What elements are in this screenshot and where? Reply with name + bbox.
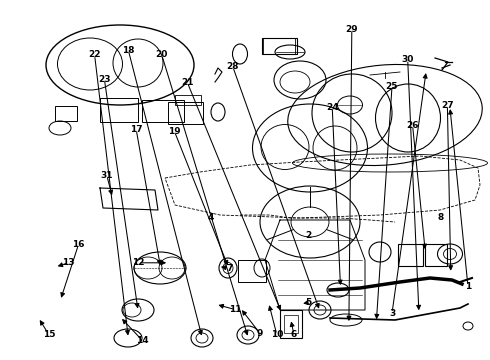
Text: 12: 12: [132, 258, 145, 267]
Text: 31: 31: [100, 171, 113, 180]
Text: 14: 14: [136, 336, 148, 345]
Text: 7: 7: [226, 264, 233, 273]
Bar: [175, 95, 201, 105]
Bar: [142, 100, 184, 122]
Text: 4: 4: [207, 213, 214, 222]
Text: 6: 6: [291, 330, 297, 339]
Text: 30: 30: [401, 55, 414, 64]
Text: 22: 22: [88, 50, 101, 59]
Text: 1: 1: [465, 282, 471, 291]
Bar: [398, 244, 423, 266]
Text: 18: 18: [122, 46, 135, 55]
Text: 24: 24: [326, 103, 339, 112]
Text: 10: 10: [270, 330, 283, 339]
Bar: [280, 310, 302, 338]
Bar: [284, 315, 298, 333]
Text: 13: 13: [62, 258, 75, 267]
Text: 20: 20: [155, 50, 168, 59]
Text: 23: 23: [98, 75, 111, 84]
Bar: [262, 38, 297, 54]
Bar: [168, 102, 203, 124]
Bar: [238, 260, 266, 282]
Text: 15: 15: [43, 330, 55, 339]
Text: 28: 28: [226, 62, 239, 71]
Text: 25: 25: [386, 82, 398, 91]
Text: 2: 2: [306, 231, 312, 240]
Text: 5: 5: [306, 298, 312, 307]
Text: 17: 17: [130, 125, 143, 134]
Text: 3: 3: [389, 309, 395, 318]
Text: 26: 26: [406, 121, 419, 130]
Text: 11: 11: [229, 305, 242, 314]
Bar: [55, 106, 77, 121]
Text: 27: 27: [441, 100, 454, 110]
Text: 29: 29: [345, 25, 358, 34]
Text: 9: 9: [256, 328, 263, 338]
Bar: [100, 98, 138, 122]
Text: 19: 19: [168, 127, 181, 136]
Bar: [425, 244, 447, 266]
Text: 16: 16: [72, 240, 85, 249]
Text: 21: 21: [181, 78, 194, 87]
Text: 8: 8: [438, 213, 444, 222]
